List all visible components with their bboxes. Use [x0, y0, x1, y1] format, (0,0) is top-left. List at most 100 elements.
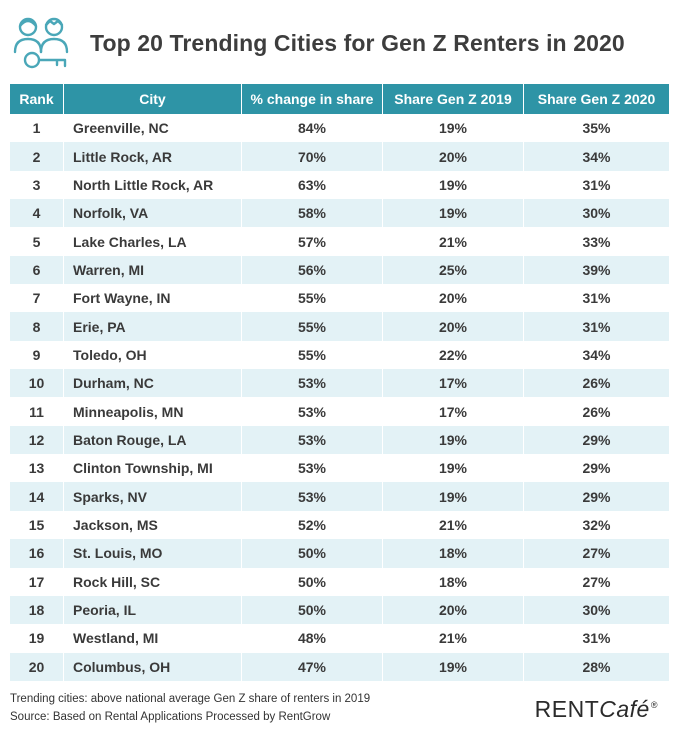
table-row: 3 North Little Rock, AR 63% 19% 31% [10, 170, 669, 200]
share-2020-cell: 31% [582, 290, 611, 307]
renters-key-icon [13, 17, 69, 69]
share-2019-cell: 18% [383, 539, 524, 568]
city-cell: Baton Rouge, LA [64, 425, 242, 455]
footer: Trending cities: above national average … [10, 690, 370, 726]
trending-cities-table: Rank City% change in share Share Gen Z 201… [10, 84, 669, 681]
city-cell: Westland, MI [64, 624, 242, 653]
share-2019-cell: 17% [383, 369, 524, 398]
brand-cafe: Café [599, 696, 650, 722]
city-cell: Norfolk, VA [64, 199, 242, 228]
city-cell: Fort Wayne, IN [64, 284, 242, 313]
table-row: 5 Lake Charles, LA 57% 21% 33% [10, 227, 669, 256]
change-cell: 55% [242, 312, 383, 341]
table-row: 15 Jackson, MS 52% 21% 32% [10, 510, 669, 540]
table-row: 19 Westland, MI 48% 21% 31% [10, 624, 669, 653]
share-2019-cell: 19% [383, 114, 524, 143]
rank-cell: 17 [10, 567, 64, 596]
share-2019-cell: 18% [383, 567, 524, 596]
source-note: Source: Based on Rental Applications Pro… [10, 711, 331, 723]
table-body: 1 Greenville, NC 84% 19% 35% 2 Little Rock, AR… [10, 114, 669, 681]
share-2019-cell: 20% [383, 142, 524, 171]
city-cell: Warren, MI [64, 255, 242, 285]
share-2020-cell: 35% [582, 120, 611, 137]
rank-cell: 3 [10, 170, 64, 200]
city-cell: Rock Hill, SC [64, 567, 242, 596]
column-header: City [64, 84, 242, 114]
rank-cell: 5 [10, 227, 64, 256]
change-cell: 50% [242, 595, 383, 625]
city-cell: Columbus, OH [64, 652, 242, 681]
share-2020-cell: 31% [582, 176, 611, 193]
table-row: 18 Peoria, IL 50% 20% 30% [10, 595, 669, 625]
column-header: % change in share [242, 84, 383, 114]
table-row: 20 Columbus, OH 47% 19% 28% [10, 652, 669, 681]
header: Top 20 Trending Cities for Gen Z Renters… [10, 12, 670, 74]
rank-cell: 14 [10, 482, 64, 511]
city-cell: Little Rock, AR [64, 142, 242, 171]
rank-cell: 20 [10, 652, 64, 681]
change-cell: 84% [242, 114, 383, 143]
column-header: Share Gen Z 2020 [524, 84, 669, 114]
share-2020-cell: 28% [524, 652, 669, 681]
registered-mark: ® [650, 700, 658, 711]
city-cell: Clinton Township, MI [64, 454, 242, 483]
share-2019-cell: 19% [383, 170, 524, 200]
share-2020-cell: 32% [582, 516, 611, 533]
city-cell: St. Louis, MO [64, 539, 242, 568]
table-row: 6 Warren, MI 56% 25% 39% [10, 255, 669, 285]
share-2020-cell: 27% [582, 573, 611, 590]
share-2019-cell: 20% [383, 312, 524, 341]
share-2019-cell: 17% [383, 397, 524, 426]
table-row: 13 Clinton Township, MI 53% 19% 29% [10, 454, 669, 483]
city-cell: Toledo, OH [64, 340, 242, 370]
table-row: 12 Baton Rouge, LA 53% 19% 29% [10, 425, 669, 455]
change-cell: 58% [242, 199, 383, 228]
share-2020-cell: 27% [524, 539, 669, 568]
rank-cell: 7 [10, 284, 64, 313]
change-cell: 63% [242, 170, 383, 200]
rank-cell: 13 [10, 454, 64, 483]
rank-cell: 10 [10, 369, 64, 398]
rank-cell: 15 [10, 510, 64, 540]
rank-cell: 19 [10, 624, 64, 653]
share-2020-cell: 29% [582, 460, 611, 477]
change-cell: 53% [242, 397, 383, 426]
table-row: 17 Rock Hill, SC 50% 18% 27% [10, 567, 669, 596]
change-cell: 55% [242, 340, 383, 370]
city-cell: Jackson, MS [64, 510, 242, 540]
change-cell: 53% [242, 482, 383, 511]
share-2019-cell: 19% [383, 199, 524, 228]
change-cell: 48% [242, 624, 383, 653]
share-2020-cell: 39% [524, 255, 669, 285]
change-cell: 56% [242, 255, 383, 285]
table-row: 10 Durham, NC 53% 17% 26% [10, 369, 669, 398]
footnote: Trending cities: above national average … [10, 693, 371, 705]
rank-cell: 11 [10, 397, 64, 426]
share-2020-cell: 34% [582, 346, 611, 363]
table-row: 4 Norfolk, VA 58% 19% 30% [10, 199, 669, 228]
share-2020-cell: 31% [582, 630, 611, 647]
rank-cell: 9 [10, 340, 64, 370]
rank-cell: 12 [10, 425, 64, 455]
table-row: 14 Sparks, NV 53% 19% 29% [10, 482, 669, 511]
change-cell: 52% [242, 510, 383, 540]
share-2020-cell: 30% [524, 595, 669, 625]
chart-title: Top 20 Trending Cities for Gen Z Renters… [90, 30, 625, 56]
share-2020-cell: 26% [524, 369, 669, 398]
table-row: 9 Toledo, OH 55% 22% 34% [10, 340, 669, 370]
share-2020-cell: 34% [524, 142, 669, 171]
change-cell: 50% [242, 567, 383, 596]
share-2019-cell: 21% [383, 227, 524, 256]
rank-cell: 16 [10, 539, 64, 568]
table-row: 2 Little Rock, AR 70% 20% 34% [10, 142, 669, 171]
share-2019-cell: 19% [383, 482, 524, 511]
city-cell: Durham, NC [64, 369, 242, 398]
share-2019-cell: 21% [383, 624, 524, 653]
table-header-row: Rank City% change in share Share Gen Z 201… [10, 84, 669, 114]
city-cell: Sparks, NV [64, 482, 242, 511]
share-2020-cell: 31% [524, 312, 669, 341]
share-2019-cell: 25% [383, 255, 524, 285]
city-cell: Greenville, NC [64, 114, 242, 143]
table-row: 1 Greenville, NC 84% 19% 35% [10, 114, 669, 143]
share-2019-cell: 20% [383, 595, 524, 625]
